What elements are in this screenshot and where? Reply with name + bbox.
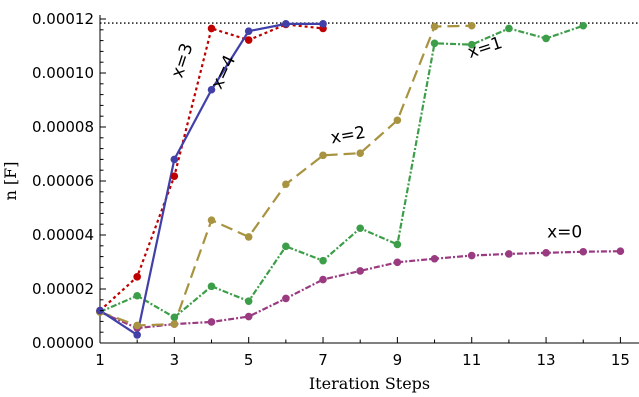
data-point-x0 [430, 254, 439, 263]
x-tick-label: 15 [611, 351, 630, 369]
series-line-x2 [99, 24, 472, 327]
y-tick-label: 0.00000 [32, 334, 94, 352]
data-point-x2 [170, 320, 179, 328]
series-line-x3 [99, 23, 324, 312]
data-point-x2 [133, 321, 141, 330]
data-point-x1 [319, 256, 327, 265]
x-tick-label: 9 [393, 351, 403, 369]
y-axis-title: n [F] [1, 162, 20, 201]
data-point-x3 [244, 36, 253, 44]
data-point-x0 [467, 251, 476, 260]
data-point-x4 [319, 20, 327, 28]
data-point-x1 [579, 21, 588, 30]
data-point-x0 [505, 250, 513, 258]
data-point-x3 [170, 172, 179, 180]
data-point-x4 [244, 27, 253, 35]
data-point-x0 [542, 249, 550, 257]
data-point-x0 [207, 318, 216, 326]
data-point-x1 [170, 313, 179, 322]
data-point-x2 [430, 22, 439, 31]
y-tick-label: 0.00004 [32, 226, 94, 244]
data-point-x2 [319, 151, 327, 160]
y-tick-label: 0.00010 [32, 64, 94, 82]
series-annotation-label: x=0 [547, 223, 582, 243]
y-tick-label: 0.00002 [32, 280, 94, 298]
data-point-x1 [430, 39, 439, 48]
data-point-x1 [505, 24, 513, 33]
series-annotation-label: x=3 [168, 41, 198, 81]
data-point-x1 [356, 224, 365, 233]
x-axis-title: Iteration Steps [309, 374, 430, 393]
data-point-x0 [356, 267, 365, 275]
series-annotation-label: x=1 [465, 33, 505, 63]
annotation-layer: x=0 x=1 x=2 x=3 x=4 [168, 33, 583, 243]
data-point-x2 [207, 216, 216, 224]
x-tick-label: 1 [95, 351, 105, 369]
data-point-x1 [393, 240, 402, 249]
series-annotation-label: x=2 [329, 123, 367, 149]
data-point-x1 [244, 297, 253, 305]
x-ticks: 1 3 5 7 9 11 13 15 [95, 337, 630, 369]
y-ticks: 0.00000 0.00002 0.00004 0.00006 0.00008 0.000… [32, 10, 106, 352]
data-point-x0 [244, 312, 253, 321]
data-point-x4 [207, 85, 216, 94]
x-tick-label: 3 [170, 351, 180, 369]
series-line-x1 [99, 24, 584, 319]
data-point-x3 [133, 273, 141, 281]
series-annotation-label: x=4 [207, 52, 240, 92]
data-point-x0 [393, 258, 402, 267]
data-point-x0 [579, 247, 588, 256]
data-point-x2 [467, 21, 476, 30]
y-tick-label: 0.00012 [32, 10, 94, 28]
data-point-x3 [207, 24, 216, 33]
x-tick-label: 7 [318, 351, 328, 369]
data-point-x2 [244, 233, 253, 241]
data-point-x1 [282, 242, 290, 251]
data-point-x0 [319, 275, 327, 284]
data-point-x4 [282, 20, 290, 28]
data-point-x4 [170, 155, 179, 164]
data-point-x0 [282, 294, 290, 303]
y-tick-label: 0.00006 [32, 172, 94, 190]
data-point-x0 [616, 247, 625, 255]
frame-layer [99, 15, 639, 344]
y-tick-label: 0.00008 [32, 118, 94, 136]
x-tick-label: 11 [462, 351, 481, 369]
data-point-x1 [542, 34, 550, 43]
data-point-x4 [133, 331, 141, 339]
x-tick-label: 5 [244, 351, 254, 369]
x-tick-label: 13 [537, 351, 556, 369]
data-point-x2 [356, 149, 365, 157]
data-point-x2 [282, 180, 290, 189]
points-layer [96, 20, 625, 339]
data-point-x1 [133, 291, 141, 300]
data-point-x2 [393, 116, 402, 125]
data-point-x1 [467, 40, 476, 49]
data-point-x1 [207, 282, 216, 291]
